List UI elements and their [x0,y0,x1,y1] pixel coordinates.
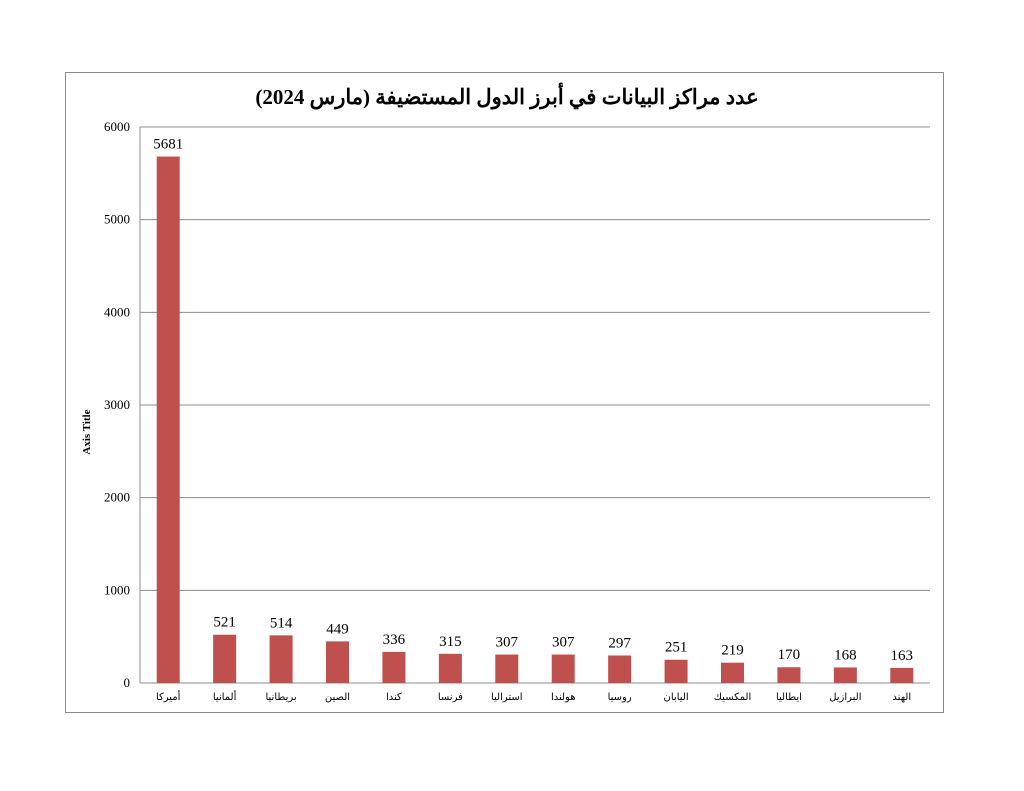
data-label: 297 [608,635,631,651]
category-labels: أميركا ألمانيا بريطانيا الصين كندا فرنسا استرا… [156,690,911,703]
category-label: ألمانيا [213,690,237,703]
data-label: 168 [834,647,857,663]
category-label: بريطانيا [265,692,296,703]
y-tick-label: 2000 [104,490,130,505]
y-tick-label: 3000 [104,397,130,412]
y-axis-title: Axis Title [81,409,93,454]
bar [438,653,462,683]
gridlines [139,126,930,684]
y-tick-label: 1000 [104,582,130,597]
bar [156,156,180,683]
bar [269,635,293,683]
category-label: ايطاليا [776,692,802,703]
data-label: 336 [383,632,406,648]
chart-frame: عدد مراكز البيانات في أبرز الدول المستضي… [65,72,944,713]
bars [156,156,914,683]
data-labels: 5681 521 514 449 336 315 307 307 297 251 219 170 168… [153,137,913,664]
category-label: روسيا [608,692,632,703]
bar [664,659,688,683]
category-label: أميركا [156,690,181,703]
data-label: 307 [552,635,575,651]
category-label: كندا [386,692,402,703]
bar [213,634,237,683]
category-label: اليابان [664,692,689,703]
category-label: المكسيك [714,692,752,703]
y-axis-ticks: 0 1000 2000 3000 4000 5000 6000 [104,119,130,690]
bar [326,641,349,683]
category-label: استراليا [491,692,523,703]
data-label: 521 [213,615,236,631]
data-label: 315 [439,634,462,650]
data-label: 449 [326,621,349,637]
bar [551,654,575,683]
category-label: البرازيل [829,692,861,703]
bar [495,654,519,683]
category-label: فرنسا [438,692,463,703]
y-tick-label: 4000 [104,304,130,319]
y-tick-label: 0 [124,675,131,690]
y-tick-label: 6000 [104,119,130,134]
data-label: 5681 [153,137,183,153]
chart-title: عدد مراكز البيانات في أبرز الدول المستضي… [255,82,758,110]
bar [833,667,857,683]
y-tick-label: 5000 [104,212,130,227]
data-label: 163 [891,648,914,664]
bar [608,655,632,683]
bar [777,667,801,683]
bar [721,662,744,683]
data-label: 307 [496,635,519,651]
category-label: الصين [325,692,350,703]
data-label: 251 [665,640,688,656]
category-label: هولندا [551,692,576,703]
category-label: الهند [892,692,911,703]
data-label: 219 [721,643,744,659]
data-label: 514 [270,615,293,631]
bar [382,651,406,683]
bar [890,667,914,683]
data-label: 170 [778,647,801,663]
bar-chart: عدد مراكز البيانات في أبرز الدول المستضي… [81,82,930,703]
